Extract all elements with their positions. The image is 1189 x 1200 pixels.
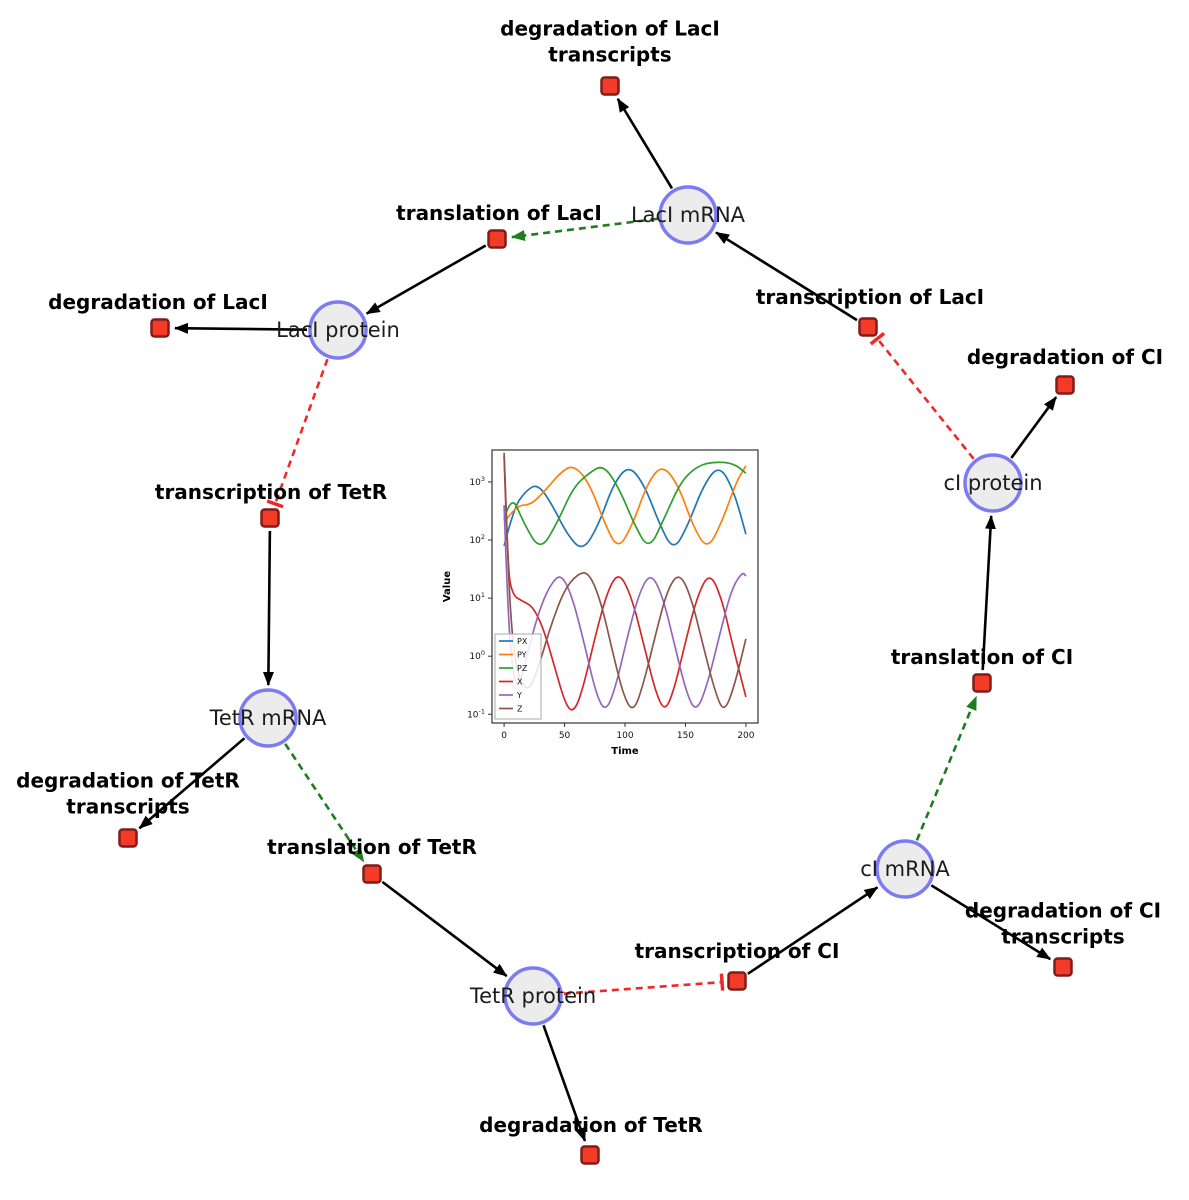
x-tick-label: 200 — [737, 731, 754, 741]
chart-series-PZ — [503, 461, 747, 546]
edge-production-tl_laci-to-laci_protein — [365, 244, 487, 315]
edge-production-tc_ci-to-ci_mrna — [747, 886, 879, 975]
y-tick-label: 103 — [469, 475, 485, 488]
reaction-node-tl_tetr[interactable] — [362, 864, 382, 884]
legend-label-X: X — [517, 678, 523, 687]
edge-consumption-laci_mrna-to-deg_laci_tx — [616, 97, 674, 190]
chart-series-PY — [503, 465, 747, 545]
edge-modifier-ci_mrna-to-tl_ci — [915, 695, 978, 841]
x-tick-label: 0 — [501, 731, 507, 741]
species-node-tetr_protein[interactable] — [503, 966, 563, 1026]
chart-legend-box — [494, 633, 542, 720]
edge-modifier-tetr_mrna-to-tl_tetr — [284, 743, 365, 863]
legend-label-PY: PY — [517, 651, 527, 660]
species-node-ci_protein[interactable] — [963, 453, 1023, 513]
chart-xlabel: Time — [611, 746, 639, 757]
y-tick-label: 101 — [469, 591, 485, 604]
y-tick-label: 102 — [469, 533, 485, 546]
edges-layer — [138, 97, 1058, 1142]
legend-label-PX: PX — [517, 637, 528, 646]
reaction-node-deg_laci_tx[interactable] — [600, 76, 620, 96]
reaction-node-tl_ci[interactable] — [972, 673, 992, 693]
reaction-node-deg_ci[interactable] — [1055, 375, 1075, 395]
edge-consumption-ci_protein-to-deg_ci — [1010, 396, 1058, 459]
species-node-ci_mrna[interactable] — [875, 839, 935, 899]
nodes-layer — [118, 76, 1075, 1165]
edge-consumption-laci_protein-to-deg_laci — [173, 322, 308, 334]
edge-production-tl_tetr-to-tetr_protein — [381, 880, 508, 978]
edge-production-tc_laci-to-laci_mrna — [715, 231, 858, 322]
legend-label-PZ: PZ — [517, 664, 528, 673]
reaction-node-deg_tetr_tx[interactable] — [118, 828, 138, 848]
y-tick-label: 100 — [469, 649, 485, 662]
chart-series-X — [503, 455, 747, 711]
edge-consumption-ci_mrna-to-deg_ci_tx — [930, 884, 1052, 961]
reaction-node-deg_ci_tx[interactable] — [1053, 957, 1073, 977]
edge-inhibition-ci_protein-to-tc_laci — [869, 332, 975, 460]
x-tick-label: 150 — [677, 731, 694, 741]
species-node-laci_mrna[interactable] — [658, 185, 718, 245]
edge-consumption-tetr_mrna-to-deg_tetr_tx — [138, 737, 246, 830]
reaction-node-tc_ci[interactable] — [727, 971, 747, 991]
legend-label-Z: Z — [517, 705, 523, 714]
reaction-node-tc_laci[interactable] — [858, 317, 878, 337]
species-node-laci_protein[interactable] — [308, 300, 368, 360]
y-tick-label: 10-1 — [467, 707, 485, 720]
x-tick-label: 100 — [616, 731, 633, 741]
chart-ylabel: Value — [442, 571, 453, 602]
reaction-node-tl_laci[interactable] — [487, 229, 507, 249]
species-node-tetr_mrna[interactable] — [238, 688, 298, 748]
legend-label-Y: Y — [516, 691, 522, 700]
reaction-node-deg_tetr[interactable] — [580, 1145, 600, 1165]
edge-production-tc_tetr-to-tetr_mrna — [262, 530, 274, 687]
edge-inhibition-tetr_protein-to-tc_ci — [563, 973, 725, 996]
reaction-node-tc_tetr[interactable] — [260, 508, 280, 528]
edge-inhibition-laci_protein-to-tc_tetr — [266, 358, 329, 509]
chart-series-PX — [503, 468, 747, 548]
x-tick-label: 50 — [559, 731, 571, 741]
simulation-inset-chart: 0 50 100 150 200 103 102 101 100 10-1 Time Value PX P… — [442, 449, 759, 757]
reaction-node-deg_laci[interactable] — [150, 318, 170, 338]
edge-consumption-tetr_protein-to-deg_tetr — [542, 1024, 587, 1142]
edge-production-tl_ci-to-ci_protein — [981, 514, 996, 671]
edge-modifier-laci_mrna-to-tl_laci — [510, 217, 658, 241]
